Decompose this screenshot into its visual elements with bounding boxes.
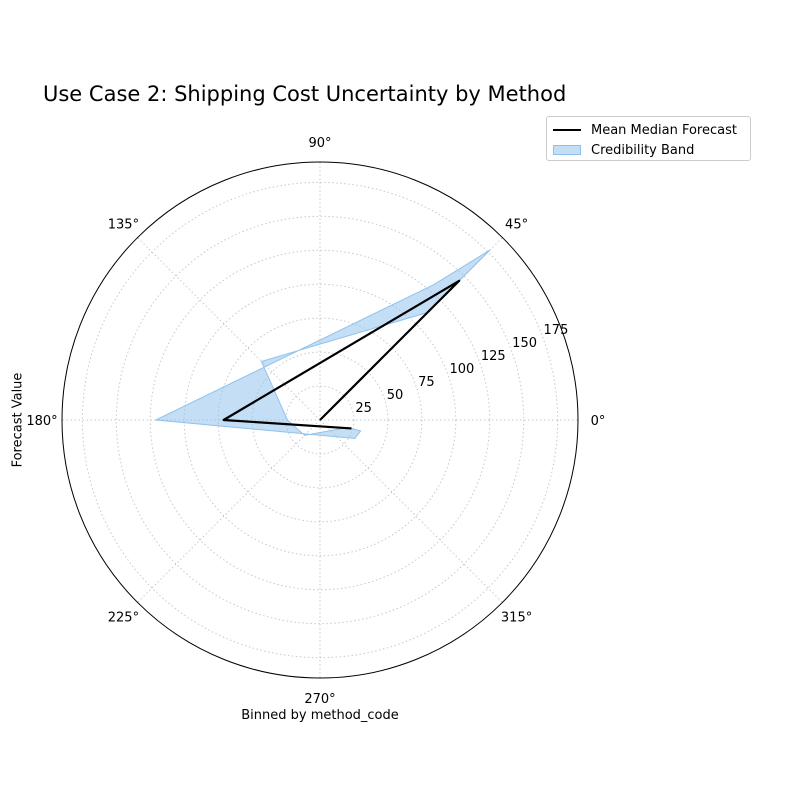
theta-tick-label: 225° [108,611,139,626]
theta-gridline [319,419,503,603]
polar-frame [61,161,579,679]
theta-tick-label: 0° [591,414,606,429]
theta-gridline [137,419,321,603]
r-gridline [81,181,559,659]
r-tick-label: 175 [544,323,569,338]
r-gridline [285,385,355,455]
theta-tick-label: 180° [26,414,57,429]
theta-tick-label: 135° [108,217,139,232]
theta-tick-label: 270° [304,692,335,707]
credibility-band-layer [153,249,491,440]
tick-label-layer: 0° 45° 90° 135° 180° 225° 270° 315° 25 50 75 100 125… [26,136,605,707]
legend-item-credibility-band: Credibility Band [553,142,694,158]
r-tick-label: 50 [387,388,404,403]
x-axis-label: Binned by method_code [241,708,399,723]
r-gridline [217,317,423,523]
legend-label-mean-median: Mean Median Forecast [591,122,737,138]
legend-line-swatch [553,129,581,131]
theta-tick-label: 315° [501,611,532,626]
r-tick-label: 75 [418,375,435,390]
r-gridline [115,215,525,625]
r-tick-label: 100 [449,362,474,377]
r-tick-label: 150 [512,336,537,351]
r-tick-label: 125 [481,349,506,364]
legend-band-swatch [553,145,581,155]
theta-tick-label: 90° [308,136,331,151]
r-tick-label: 25 [355,401,372,416]
theta-gridline [137,237,321,421]
theta-tick-label: 45° [505,217,528,232]
r-gridline [149,249,491,591]
chart-title: Use Case 2: Shipping Cost Uncertainty by… [43,82,567,106]
r-gridline [183,283,457,557]
mean-median-line-layer [222,279,461,430]
legend-item-mean-median: Mean Median Forecast [553,122,737,138]
credibility-band [153,249,491,440]
legend: Mean Median Forecast Credibility Band [546,116,751,161]
mean-median-forecast-line [222,279,461,430]
y-axis-label: Forecast Value [10,372,26,468]
legend-label-credibility-band: Credibility Band [591,142,695,158]
